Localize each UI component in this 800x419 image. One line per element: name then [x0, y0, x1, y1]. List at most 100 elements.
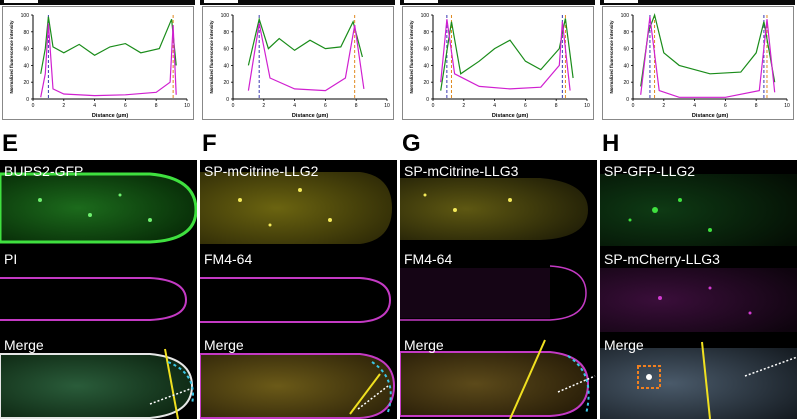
image-tile-h-2: SP-mCherry-LLG3 [600, 248, 797, 332]
x-tick-label: 6 [724, 103, 727, 109]
x-tick-label: 10 [384, 103, 390, 109]
y-tick-label: 100 [21, 13, 30, 19]
y-tick-label: 0 [626, 97, 629, 103]
image-tile-f-3: Merge [200, 334, 397, 419]
scale-bar-d [604, 0, 638, 3]
image-tile-g-2: FM4-64 [400, 248, 597, 332]
top-image-strip-c [400, 0, 595, 5]
y-tick-label: 40 [423, 63, 429, 69]
top-image-strip-a [0, 0, 195, 5]
y-axis-label: Normalized fluorescence intensity [9, 20, 14, 94]
image-column-f: SP-mCitrine-LLG2 FM4-64 Merge [200, 160, 397, 419]
image-tile-e-3: Merge [0, 334, 197, 419]
channel-label-h-3: Merge [604, 337, 644, 353]
panel-letter-e: E [2, 130, 19, 157]
channel-label-g-2: FM4-64 [404, 251, 453, 267]
x-tick-label: 8 [555, 103, 558, 109]
x-tick-label: 0 [432, 103, 435, 109]
profile-plot-d: 0 20 40 60 80 100 0 2 4 6 8 10 Distance (μm) Normaliz… [602, 6, 794, 120]
x-tick-label: 8 [355, 103, 358, 109]
image-column-h: SP-GFP-LLG2 SP-mCherry-LLG3 Merge [600, 160, 797, 419]
channel-label-f-3: Merge [204, 337, 244, 353]
y-tick-label: 40 [623, 63, 629, 69]
y-tick-label: 80 [23, 30, 29, 36]
y-tick-label: 20 [623, 80, 629, 86]
y-tick-label: 80 [623, 30, 629, 36]
top-image-strip-b [200, 0, 395, 5]
y-tick-label: 100 [621, 13, 630, 19]
x-tick-label: 4 [293, 103, 296, 109]
x-axis-label: Distance (μm) [492, 113, 529, 119]
image-column-g: SP-mCitrine-LLG3 FM4-64 Merge [400, 160, 597, 419]
y-tick-label: 60 [423, 47, 429, 53]
panel-letter-h: H [602, 130, 620, 157]
y-axis-label: Normalized fluorescence intensity [609, 20, 614, 94]
y-tick-label: 80 [223, 30, 229, 36]
y-tick-label: 20 [23, 80, 29, 86]
image-tile-g-3: Merge [400, 334, 597, 419]
series-line-1 [440, 19, 571, 91]
x-tick-label: 2 [462, 103, 465, 109]
channel-label-f-2: FM4-64 [204, 251, 253, 267]
y-tick-label: 80 [423, 30, 429, 36]
scale-bar-c [404, 0, 438, 3]
profile-plot-c: 0 20 40 60 80 100 0 2 4 6 8 10 Distance (μm) Normaliz… [402, 6, 594, 120]
y-tick-label: 20 [423, 80, 429, 86]
y-tick-label: 60 [623, 47, 629, 53]
channel-label-e-2: PI [4, 251, 18, 267]
y-tick-label: 40 [223, 63, 229, 69]
x-tick-label: 0 [632, 103, 635, 109]
profile-plot-b: 0 20 40 60 80 100 0 2 4 6 8 10 Distance (μm) Normaliz… [202, 6, 394, 120]
x-tick-label: 4 [493, 103, 496, 109]
x-axis-label: Distance (μm) [292, 113, 329, 119]
series-line-1 [247, 23, 365, 92]
y-axis-label: Normalized fluorescence intensity [209, 20, 214, 94]
x-tick-label: 6 [124, 103, 127, 109]
series-line-1 [640, 16, 776, 98]
x-tick-label: 8 [755, 103, 758, 109]
channel-label-g-3: Merge [404, 337, 444, 353]
image-tile-g-1: SP-mCitrine-LLG3 [400, 160, 597, 246]
panel-letter-g: G [402, 130, 421, 157]
panel-letter-f: F [202, 130, 217, 157]
series-line-0 [440, 18, 574, 91]
image-tile-f-1: SP-mCitrine-LLG2 [200, 160, 397, 246]
profile-plot-a: 0 20 40 60 80 100 0 2 4 6 8 10 Distance (μm) Normaliz… [2, 6, 194, 120]
x-tick-label: 6 [324, 103, 327, 109]
y-tick-label: 40 [23, 63, 29, 69]
x-tick-label: 8 [155, 103, 158, 109]
y-tick-label: 0 [426, 97, 429, 103]
y-tick-label: 20 [223, 80, 229, 86]
series-line-0 [640, 12, 776, 87]
channel-label-g-1: SP-mCitrine-LLG3 [404, 163, 519, 179]
x-axis-label: Distance (μm) [692, 113, 729, 119]
image-tile-f-2: FM4-64 [200, 248, 397, 332]
series-line-1 [40, 23, 177, 98]
channel-label-h-2: SP-mCherry-LLG3 [604, 251, 720, 267]
y-tick-label: 0 [226, 97, 229, 103]
scale-bar-b [204, 0, 238, 3]
series-line-0 [247, 16, 363, 66]
y-tick-label: 60 [223, 47, 229, 53]
channel-label-e-1: BUPS2-GFP [4, 163, 84, 179]
y-axis-label: Normalized fluorescence intensity [409, 20, 414, 94]
image-column-e: BUPS2-GFP PI Merge [0, 160, 197, 419]
image-tile-e-1: BUPS2-GFP [0, 160, 197, 246]
x-tick-label: 0 [232, 103, 235, 109]
y-tick-label: 0 [26, 97, 29, 103]
x-tick-label: 6 [524, 103, 527, 109]
image-tile-h-1: SP-GFP-LLG2 [600, 160, 797, 246]
image-tile-e-2: PI [0, 248, 197, 332]
x-tick-label: 2 [662, 103, 665, 109]
x-tick-label: 10 [584, 103, 590, 109]
scale-bar-a [4, 0, 38, 3]
x-tick-label: 10 [784, 103, 790, 109]
x-axis-label: Distance (μm) [92, 113, 129, 119]
y-tick-label: 100 [221, 13, 230, 19]
channel-label-h-1: SP-GFP-LLG2 [604, 163, 696, 179]
image-tile-h-3: Merge [600, 334, 797, 419]
x-tick-label: 0 [32, 103, 35, 109]
x-tick-label: 2 [62, 103, 65, 109]
x-tick-label: 4 [693, 103, 696, 109]
y-tick-label: 60 [23, 47, 29, 53]
